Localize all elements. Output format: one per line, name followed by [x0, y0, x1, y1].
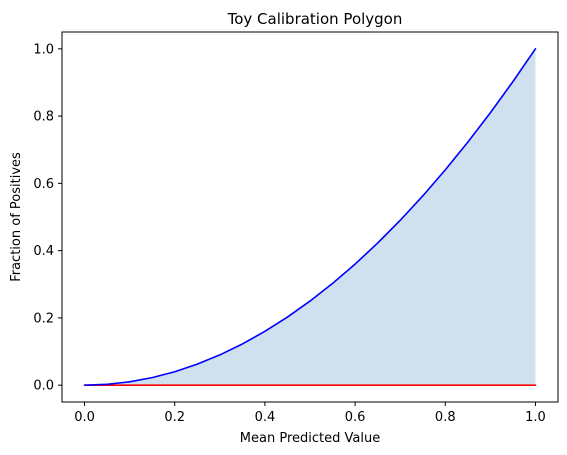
- x-tick-label: 0.6: [345, 410, 366, 425]
- x-axis-label: Mean Predicted Value: [240, 431, 380, 446]
- plot-area: [83, 48, 537, 386]
- x-tick-label: 0.4: [255, 410, 276, 425]
- x-tick-label: 0.2: [164, 410, 185, 425]
- tick-group: 0.0 0.2 0.4 0.6 0.8 1.0 0.0 0.2 0.4 0.6 0.8 1.0: [33, 42, 545, 425]
- x-tick-label: 0.0: [74, 410, 95, 425]
- y-tick-label: 0.0: [33, 379, 54, 394]
- chart-title: Toy Calibration Polygon: [227, 10, 403, 28]
- y-axis-label: Fraction of Positives: [9, 152, 24, 282]
- series-line-blue: [83, 48, 537, 386]
- y-tick-label: 1.0: [33, 42, 54, 57]
- x-tick-label: 0.8: [435, 410, 456, 425]
- y-tick-label: 0.8: [33, 110, 54, 125]
- filled-area: [84, 48, 536, 386]
- axes-frame: [61, 31, 559, 403]
- y-tick-label: 0.4: [33, 244, 54, 259]
- y-tick-label: 0.6: [33, 177, 54, 192]
- y-tick-label: 0.2: [33, 311, 54, 326]
- x-tick-label: 1.0: [525, 410, 546, 425]
